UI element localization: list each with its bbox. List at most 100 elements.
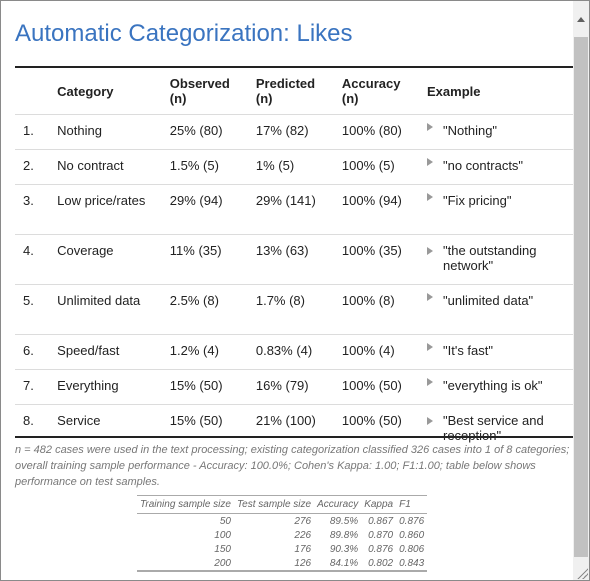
triangle-right-icon[interactable]: [427, 123, 433, 131]
row-example[interactable]: "Best service and reception": [427, 404, 573, 454]
resize-grip-icon[interactable]: [576, 567, 588, 579]
table-row: 1. Nothing 25% (80) 17% (82) 100% (80) "…: [15, 114, 573, 150]
row-category: Service: [57, 404, 170, 454]
triangle-right-icon[interactable]: [427, 343, 433, 351]
perf-header-test: Test sample size: [236, 499, 312, 510]
perf-training: 50: [219, 515, 231, 527]
row-example[interactable]: "the outstanding network": [427, 234, 573, 285]
scrollbar-thumb[interactable]: [574, 37, 588, 557]
row-category: Speed/fast: [57, 334, 170, 370]
perf-accuracy: 84.1%: [329, 557, 359, 569]
example-text: "Nothing": [443, 123, 498, 138]
row-observed: 15% (50): [169, 369, 256, 405]
triangle-right-icon[interactable]: [427, 158, 433, 166]
triangle-right-icon[interactable]: [427, 378, 433, 386]
example-text: "Best service and reception": [443, 413, 544, 443]
perf-f1: 0.806: [399, 543, 425, 555]
header-category: Category: [57, 83, 114, 99]
row-category: Nothing: [57, 114, 170, 150]
row-category: Low price/rates: [57, 184, 170, 235]
header-observed-label: Observed (n): [169, 76, 230, 106]
perf-training: 200: [214, 557, 231, 569]
perf-kappa: 0.802: [368, 557, 394, 569]
row-example[interactable]: "Nothing": [427, 114, 573, 150]
row-observed: 15% (50): [169, 404, 256, 454]
perf-header-kappa: Kappa: [364, 499, 394, 510]
row-number: 2.: [15, 149, 58, 185]
row-example[interactable]: "It's fast": [427, 334, 573, 370]
table-bottom-rule: [15, 436, 573, 438]
perf-accuracy: 90.3%: [329, 543, 359, 555]
perf-f1: 0.860: [399, 529, 425, 541]
row-number: 5.: [15, 284, 58, 335]
triangle-right-icon[interactable]: [427, 417, 433, 425]
table-row: 8. Service 15% (50) 21% (100) 100% (50) …: [15, 404, 573, 454]
row-predicted: 21% (100): [255, 404, 342, 454]
page-title: Automatic Categorization: Likes: [15, 20, 353, 47]
example-text: "Fix pricing": [443, 193, 512, 208]
row-example[interactable]: "unlimited data": [427, 284, 573, 335]
header-number: [15, 68, 57, 115]
table-row: 4. Coverage 11% (35) 13% (63) 100% (35) …: [15, 234, 573, 285]
row-accuracy: 100% (5): [341, 149, 427, 185]
row-observed: 1.2% (4): [169, 334, 256, 370]
row-category: No contract: [57, 149, 170, 185]
row-accuracy: 100% (35): [341, 234, 427, 285]
row-accuracy: 100% (80): [341, 114, 427, 150]
perf-header-f1: F1: [399, 499, 411, 510]
row-predicted: 16% (79): [255, 369, 342, 405]
row-example[interactable]: "everything is ok": [427, 369, 573, 405]
row-predicted: 29% (141): [255, 184, 342, 235]
performance-table: Training sample size Test sample size Ac…: [137, 495, 428, 572]
row-predicted: 1% (5): [255, 149, 342, 185]
row-predicted: 17% (82): [255, 114, 342, 150]
row-number: 7.: [15, 369, 58, 405]
row-accuracy: 100% (50): [341, 404, 427, 454]
example-text: "no contracts": [443, 158, 524, 173]
table-row: 3. Low price/rates 29% (94) 29% (141) 10…: [15, 184, 573, 235]
perf-test: 126: [294, 557, 312, 569]
row-accuracy: 100% (8): [341, 284, 427, 335]
perf-kappa: 0.867: [368, 515, 394, 527]
triangle-right-icon[interactable]: [427, 247, 433, 255]
perf-header-training: Training sample size: [140, 499, 231, 510]
performance-row: 150 176 90.3% 0.876 0.806: [137, 542, 427, 556]
perf-test: 226: [294, 529, 312, 541]
perf-f1: 0.843: [399, 557, 425, 569]
header-accuracy-label: Accuracy (n): [341, 76, 401, 106]
header-predicted: Predicted (n): [256, 68, 342, 115]
header-observed: Observed (n): [170, 68, 256, 115]
report-content: Automatic Categorization: Likes Category…: [1, 1, 573, 580]
scroll-up-arrow-icon[interactable]: [577, 17, 585, 22]
performance-row: 50 276 89.5% 0.867 0.876: [137, 514, 427, 529]
row-accuracy: 100% (4): [341, 334, 427, 370]
example-text: "unlimited data": [443, 293, 534, 308]
triangle-right-icon[interactable]: [427, 193, 433, 201]
row-observed: 11% (35): [169, 234, 256, 285]
row-number: 6.: [15, 334, 58, 370]
row-predicted: 0.83% (4): [255, 334, 342, 370]
perf-accuracy: 89.5%: [329, 515, 359, 527]
row-category: Everything: [57, 369, 170, 405]
triangle-right-icon[interactable]: [427, 293, 433, 301]
row-category: Unlimited data: [57, 284, 170, 335]
row-example[interactable]: "no contracts": [427, 149, 573, 185]
perf-f1: 0.876: [399, 515, 425, 527]
vertical-scrollbar[interactable]: [573, 1, 589, 580]
table-header-row: Category Observed (n) Predicted (n) Accu…: [15, 68, 573, 115]
perf-test: 276: [294, 515, 312, 527]
table-row: 6. Speed/fast 1.2% (4) 0.83% (4) 100% (4…: [15, 334, 573, 370]
header-example: Example: [427, 83, 481, 99]
row-example[interactable]: "Fix pricing": [427, 184, 573, 235]
perf-header-accuracy: Accuracy: [317, 499, 359, 510]
perf-kappa: 0.870: [368, 529, 394, 541]
row-accuracy: 100% (94): [341, 184, 427, 235]
row-accuracy: 100% (50): [341, 369, 427, 405]
table-row: 7. Everything 15% (50) 16% (79) 100% (50…: [15, 369, 573, 405]
perf-training: 150: [214, 543, 231, 555]
row-number: 1.: [15, 114, 58, 150]
perf-test: 176: [294, 543, 312, 555]
row-observed: 2.5% (8): [169, 284, 256, 335]
perf-kappa: 0.876: [368, 543, 394, 555]
